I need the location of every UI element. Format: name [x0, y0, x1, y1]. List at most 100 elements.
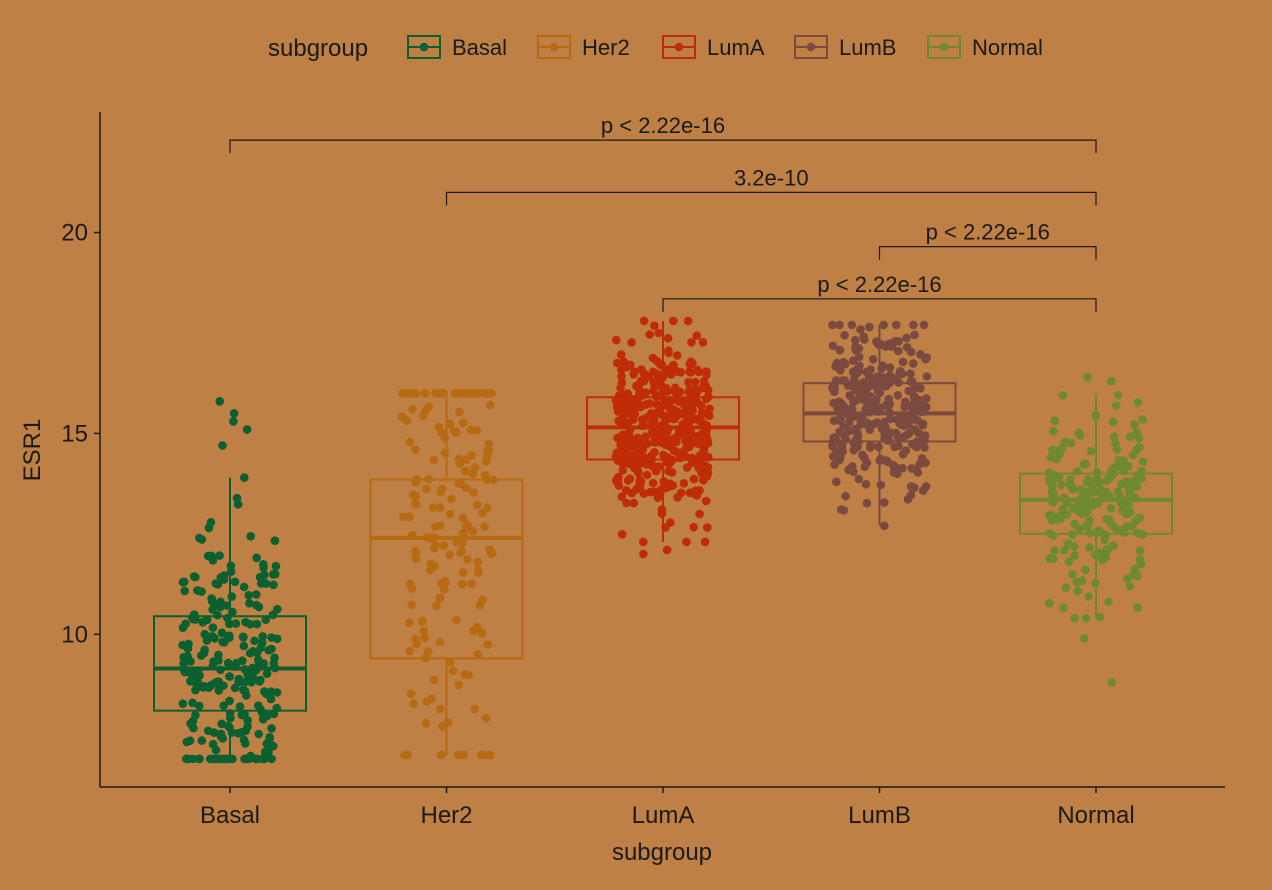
data-point: [631, 459, 640, 469]
x-tick-label: LumB: [848, 802, 911, 829]
data-point: [684, 377, 693, 387]
x-tick-label: Basal: [200, 802, 260, 829]
data-point: [836, 366, 845, 375]
data-point: [868, 402, 878, 412]
data-point: [698, 338, 708, 347]
data-point: [906, 369, 915, 379]
data-point: [440, 448, 450, 458]
data-point: [216, 665, 225, 675]
bracket-line: [229, 139, 1097, 154]
data-point: [641, 432, 650, 441]
data-point: [917, 454, 927, 463]
data-point: [204, 523, 214, 533]
data-point: [252, 619, 262, 629]
data-point: [467, 451, 476, 460]
data-point: [1054, 472, 1064, 482]
data-point: [1106, 519, 1116, 529]
data-point: [251, 590, 261, 599]
data-point: [258, 632, 268, 641]
data-point: [397, 412, 407, 422]
data-point: [217, 628, 227, 638]
data-point: [895, 369, 904, 379]
data-point: [1047, 480, 1057, 490]
data-point: [424, 475, 434, 484]
data-point: [472, 426, 482, 435]
outlier-point: [229, 417, 238, 426]
data-point: [215, 551, 224, 560]
data-point: [656, 390, 665, 400]
data-point: [856, 412, 866, 421]
data-point: [663, 334, 673, 343]
data-point: [1125, 432, 1135, 442]
data-point: [411, 548, 420, 558]
data-point: [651, 464, 660, 474]
data-point: [664, 346, 673, 356]
data-point: [454, 750, 463, 760]
data-point: [409, 490, 418, 500]
data-point: [682, 463, 692, 472]
data-point: [409, 699, 419, 708]
data-point: [268, 741, 278, 751]
data-point: [271, 561, 281, 571]
legend-label: LumA: [707, 35, 765, 60]
p-value-label: 3.2e-10: [734, 165, 809, 190]
data-point: [266, 687, 276, 696]
box-group-her2: [369, 389, 524, 760]
data-point: [695, 451, 705, 460]
data-point: [1135, 546, 1145, 555]
legend-item-basal: Basal: [407, 35, 507, 60]
data-point: [421, 405, 431, 415]
data-point: [422, 484, 431, 494]
data-point: [631, 436, 640, 446]
data-point: [688, 359, 697, 368]
data-point: [252, 600, 261, 610]
data-point: [181, 619, 190, 629]
data-point: [255, 677, 264, 686]
data-point: [632, 381, 641, 391]
data-point: [1081, 565, 1090, 575]
data-point: [669, 316, 678, 326]
data-point: [406, 689, 416, 699]
data-point: [1064, 557, 1074, 567]
box-group-normal: [1019, 372, 1173, 687]
data-point: [905, 428, 914, 438]
data-point: [614, 481, 624, 490]
data-point: [636, 477, 646, 486]
data-point: [1105, 473, 1114, 483]
data-point: [700, 537, 710, 547]
data-point: [452, 537, 462, 547]
data-point: [701, 496, 711, 506]
data-point: [182, 754, 192, 764]
data-point: [649, 487, 658, 497]
data-point: [420, 389, 430, 398]
data-point: [219, 701, 228, 710]
data-point: [702, 367, 711, 376]
data-point: [197, 587, 206, 596]
data-point: [677, 452, 686, 461]
data-point: [1088, 484, 1097, 493]
x-tick-label: LumA: [632, 802, 695, 829]
data-point: [702, 425, 711, 435]
data-point: [407, 584, 417, 593]
data-point: [405, 618, 414, 628]
legend-label: LumB: [839, 35, 896, 60]
data-point: [445, 419, 454, 429]
data-point: [1074, 524, 1084, 534]
data-point: [682, 537, 691, 547]
data-point: [1100, 535, 1109, 545]
data-point: [616, 383, 625, 393]
data-point: [687, 338, 696, 347]
data-point: [860, 462, 870, 472]
data-point: [432, 601, 441, 611]
bracket-line: [878, 245, 1097, 260]
data-point: [1095, 612, 1105, 622]
data-point: [232, 493, 242, 503]
data-point: [265, 734, 274, 744]
data-point: [213, 610, 222, 620]
legend-label: Basal: [452, 35, 507, 60]
data-point: [253, 701, 263, 710]
data-point: [431, 541, 440, 550]
data-point: [1070, 542, 1079, 551]
data-point: [856, 420, 865, 429]
data-point: [836, 505, 846, 514]
